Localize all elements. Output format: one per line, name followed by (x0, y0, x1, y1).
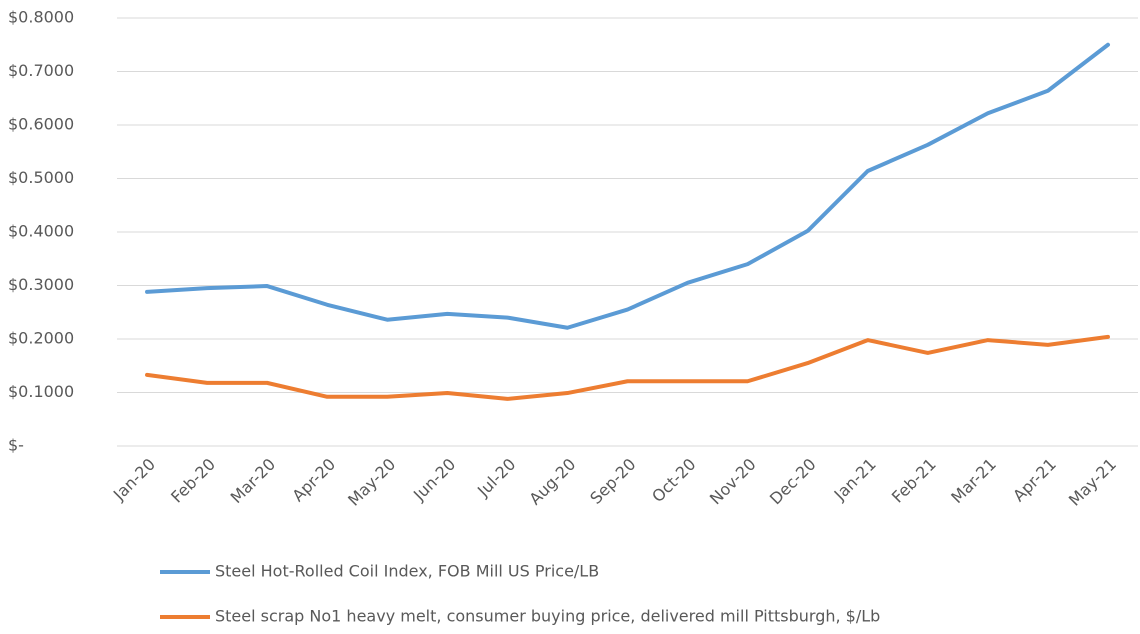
y-tick-label: $0.5000 (8, 168, 74, 187)
x-tick-label: Jan-21 (830, 455, 880, 505)
y-tick-label: $0.8000 (8, 8, 74, 27)
legend-label: Steel scrap No1 heavy melt, consumer buy… (215, 607, 880, 626)
y-tick-label: $0.1000 (8, 382, 74, 401)
legend-label: Steel Hot-Rolled Coil Index, FOB Mill US… (215, 562, 599, 581)
y-tick-label: $- (8, 436, 24, 455)
series-line (145, 334, 1110, 401)
x-tick-label: Jul-20 (473, 455, 519, 501)
x-tick-label: Jun-20 (409, 455, 459, 505)
y-tick-label: $0.7000 (8, 61, 74, 80)
x-tick-label: Mar-21 (947, 455, 1000, 508)
x-tick-label: Feb-21 (888, 455, 940, 507)
y-tick-label: $0.4000 (8, 222, 74, 241)
y-tick-label: $0.6000 (8, 115, 74, 134)
x-tick-label: Feb-20 (167, 455, 219, 507)
x-tick-label: Apr-21 (1009, 455, 1060, 506)
x-tick-label: Apr-20 (288, 455, 339, 506)
x-tick-label: May-20 (344, 455, 399, 510)
series-line (145, 42, 1110, 330)
x-tick-label: Oct-20 (648, 455, 699, 506)
x-tick-label: May-21 (1065, 455, 1120, 510)
y-tick-label: $0.3000 (8, 275, 74, 294)
x-tick-label: Aug-20 (525, 455, 579, 509)
x-tick-label: Nov-20 (706, 455, 760, 509)
x-tick-label: Sep-20 (586, 455, 639, 508)
y-tick-label: $0.2000 (8, 329, 74, 348)
x-tick-label: Mar-20 (227, 455, 280, 508)
x-tick-label: Jan-20 (109, 455, 159, 505)
x-tick-label: Dec-20 (766, 455, 820, 509)
